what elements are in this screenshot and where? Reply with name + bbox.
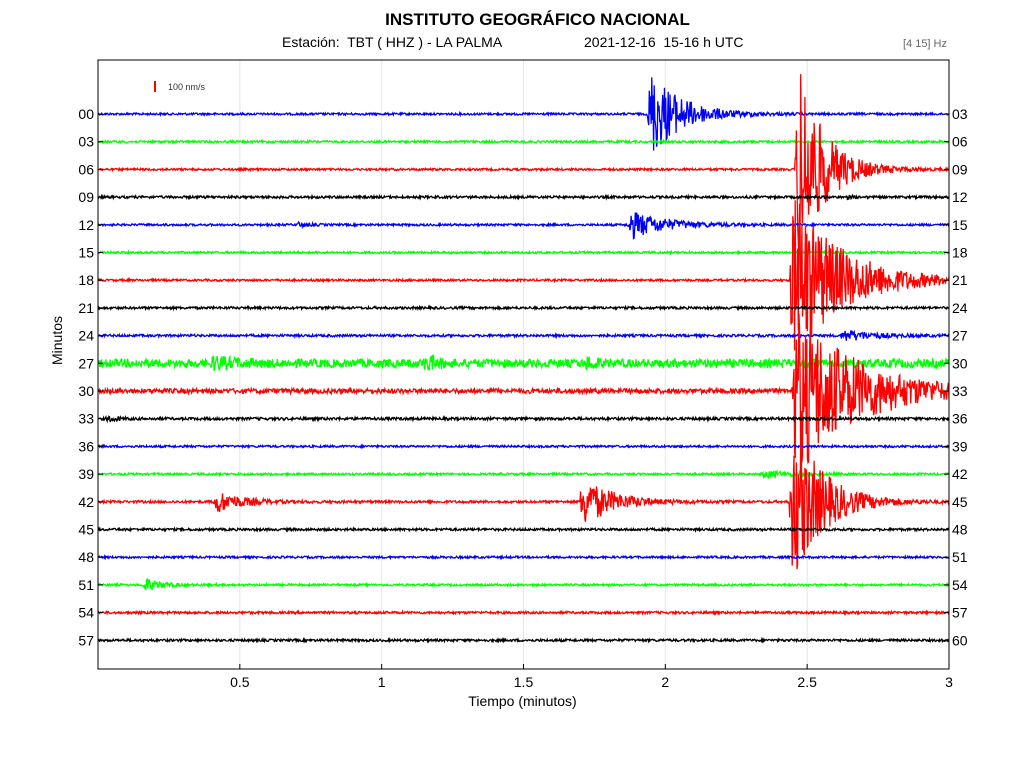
seismic-trace	[98, 414, 949, 424]
trace-start-minute-label: 09	[78, 189, 94, 205]
trace-start-minute-label: 18	[78, 272, 94, 288]
x-axis-label: Tiempo (minutos)	[468, 693, 577, 709]
trace-end-minute-label: 21	[952, 272, 968, 288]
trace-end-minute-label: 09	[952, 161, 968, 177]
seismic-trace	[98, 200, 949, 351]
trace-end-minute-label: 57	[952, 605, 968, 621]
trace-start-minute-label: 54	[78, 605, 94, 621]
trace-start-minute-label: 42	[78, 494, 94, 510]
trace-start-minute-label: 27	[78, 355, 94, 371]
filter-band-label: [4 15] Hz	[902, 38, 947, 50]
trace-end-minute-label: 48	[952, 522, 968, 538]
seismic-trace	[98, 329, 949, 341]
trace-start-minute-label: 33	[78, 411, 94, 427]
x-tick-label: 3	[945, 674, 953, 690]
trace-start-minute-label: 06	[78, 161, 94, 177]
chart-title: INSTITUTO GEOGRÁFICO NACIONAL	[385, 10, 690, 29]
trace-end-minute-label: 03	[952, 106, 968, 122]
seismic-trace	[98, 77, 949, 151]
seismic-trace	[98, 304, 949, 312]
trace-end-minute-label: 36	[952, 411, 968, 427]
trace-start-minute-label: 03	[78, 134, 94, 150]
x-tick-label: 1.5	[514, 674, 534, 690]
seismic-trace	[98, 193, 949, 201]
trace-end-minute-label: 12	[952, 189, 968, 205]
trace-end-minute-label: 27	[952, 328, 968, 344]
trace-end-minute-label: 60	[952, 632, 968, 648]
trace-start-minute-label: 57	[78, 632, 94, 648]
trace-start-minute-label: 48	[78, 549, 94, 565]
trace-end-minute-label: 45	[952, 494, 968, 510]
trace-start-minute-label: 21	[78, 300, 94, 316]
trace-start-minute-label: 00	[78, 106, 94, 122]
trace-start-minute-label: 15	[78, 245, 94, 261]
seismic-trace	[98, 553, 949, 561]
trace-end-minute-label: 06	[952, 134, 968, 150]
date-label: 2021-12-16 15-16 h UTC	[584, 34, 744, 50]
seismic-trace	[98, 636, 949, 644]
seismic-trace	[98, 443, 949, 450]
trace-group	[98, 74, 949, 644]
trace-start-minute-label: 30	[78, 383, 94, 399]
trace-start-minute-label: 39	[78, 466, 94, 482]
seismic-trace	[98, 577, 949, 591]
trace-end-minute-label: 30	[952, 355, 968, 371]
trace-end-minute-label: 15	[952, 217, 968, 233]
seismic-trace	[98, 526, 949, 534]
trace-end-minute-label: 33	[952, 383, 968, 399]
trace-end-minute-label: 18	[952, 245, 968, 261]
station-label: Estación: TBT ( HHZ ) - LA PALMA	[282, 34, 503, 50]
trace-end-minute-label: 39	[952, 438, 968, 454]
trace-start-minute-label: 51	[78, 577, 94, 593]
scale-bar-label: 100 nm/s	[168, 82, 206, 92]
trace-start-minute-label: 45	[78, 522, 94, 538]
trace-end-minute-label: 51	[952, 549, 968, 565]
trace-start-minute-label: 36	[78, 438, 94, 454]
seismic-trace	[98, 440, 949, 570]
seismic-trace	[98, 469, 949, 480]
trace-start-minute-label: 12	[78, 217, 94, 233]
x-tick-label: 1	[378, 674, 386, 690]
scale-bar: 100 nm/s	[154, 81, 206, 92]
x-tick-label: 0.5	[230, 674, 250, 690]
x-tick-label: 2.5	[797, 674, 817, 690]
seismic-trace	[98, 138, 949, 145]
trace-end-minute-label: 54	[952, 577, 968, 593]
seismic-trace	[98, 212, 949, 240]
trace-end-minute-label: 42	[952, 466, 968, 482]
trace-start-minute-label: 24	[78, 328, 94, 344]
x-tick-label: 2	[661, 674, 669, 690]
seismic-trace	[98, 609, 949, 617]
trace-end-minute-label: 24	[952, 300, 968, 316]
